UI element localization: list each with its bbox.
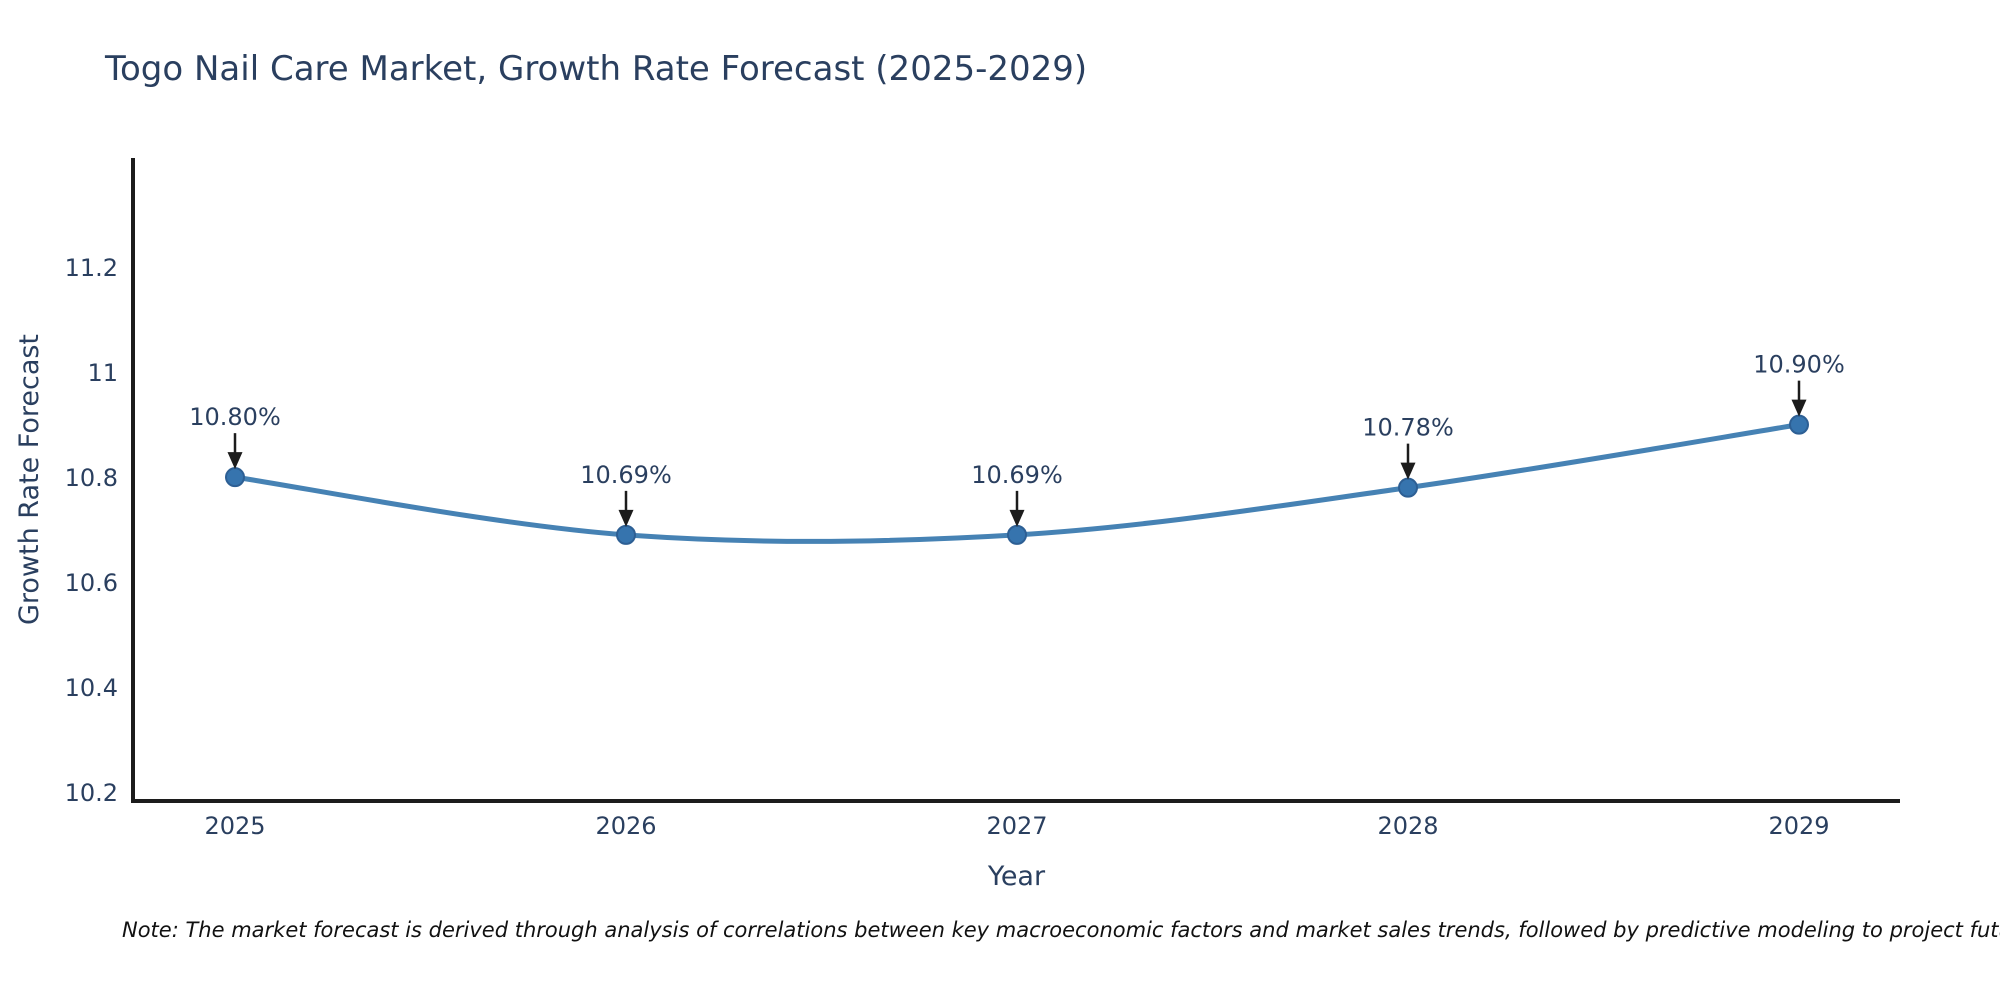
x-tick-label: 2027	[986, 812, 1047, 840]
annotation-arrowhead-icon	[1791, 399, 1807, 417]
annotation-arrowhead-icon	[1009, 509, 1025, 527]
y-tick-label: 10.8	[65, 464, 118, 492]
y-axis-title: Growth Rate Forecast	[14, 334, 45, 625]
annotation-arrowhead-icon	[618, 509, 634, 527]
point-value-label: 10.78%	[1362, 414, 1454, 442]
point-value-label: 10.90%	[1753, 351, 1845, 379]
x-axis-title: Year	[987, 861, 1046, 892]
data-point-marker	[616, 524, 636, 545]
y-tick-label: 10.6	[65, 569, 118, 597]
y-tick-label: 11.2	[65, 254, 118, 282]
annotation-arrowhead-icon	[1400, 462, 1416, 480]
chart-title: Togo Nail Care Market, Growth Rate Forec…	[105, 49, 1088, 89]
point-value-label: 10.80%	[189, 403, 281, 431]
y-tick-label: 10.4	[65, 674, 118, 702]
data-point-marker	[1789, 414, 1809, 435]
x-tick-label: 2026	[595, 812, 656, 840]
annotation-arrowhead-icon	[227, 452, 243, 470]
data-point-marker	[225, 467, 245, 488]
point-value-label: 10.69%	[971, 461, 1063, 489]
data-point-marker	[1007, 524, 1027, 545]
data-point-marker	[1398, 477, 1418, 498]
point-value-label: 10.69%	[580, 461, 672, 489]
x-tick-label: 2029	[1768, 812, 1829, 840]
chart-footnote: Note: The market forecast is derived thr…	[122, 918, 2000, 942]
x-tick-label: 2025	[204, 812, 265, 840]
x-tick-label: 2028	[1377, 812, 1438, 840]
y-tick-label: 10.2	[65, 779, 118, 807]
y-tick-label: 11	[87, 359, 118, 387]
